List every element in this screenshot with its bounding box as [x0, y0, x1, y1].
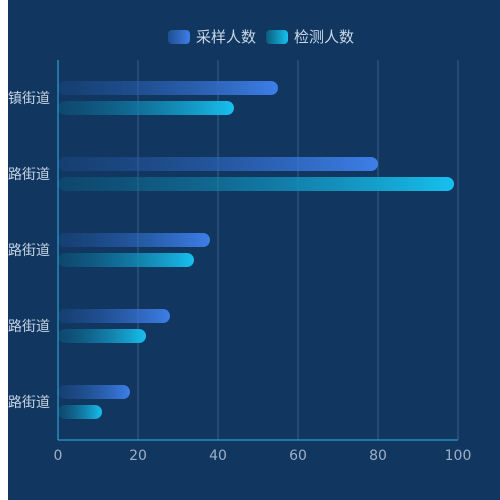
grid-lines: [137, 60, 459, 440]
x-tick-label-20: 20: [129, 448, 147, 464]
bar-series1-cat4[interactable]: [58, 309, 170, 323]
bar-series1-cat5[interactable]: [58, 385, 130, 399]
y-category-label-5: 路街道: [8, 395, 50, 411]
axes: [57, 60, 458, 441]
bar-series1-cat2[interactable]: [58, 157, 378, 171]
legend-label-testing: 检测人数: [294, 28, 355, 46]
y-category-label-2: 路街道: [8, 167, 50, 183]
bar-series2-cat1[interactable]: [58, 101, 234, 115]
y-category-label-4: 路街道: [8, 319, 50, 335]
legend-label-sampling: 采样人数: [196, 28, 257, 46]
bars: [58, 81, 454, 419]
legend: 采样人数 检测人数: [168, 26, 354, 48]
bar-series1-cat3[interactable]: [58, 233, 210, 247]
x-tick-label-80: 80: [369, 448, 387, 464]
legend-item-sampling[interactable]: 采样人数: [168, 26, 256, 48]
bar-series2-cat2[interactable]: [58, 177, 454, 191]
y-category-label-3: 路街道: [8, 243, 50, 259]
y-category-label-1: 镇街道: [8, 91, 50, 107]
bar-series1-cat1[interactable]: [58, 81, 278, 95]
x-tick-label-0: 0: [54, 448, 63, 464]
x-tick-label-60: 60: [289, 448, 307, 464]
legend-item-testing[interactable]: 检测人数: [266, 26, 354, 48]
legend-swatch-sampling: [168, 30, 190, 44]
bar-series2-cat4[interactable]: [58, 329, 146, 343]
bar-series2-cat3[interactable]: [58, 253, 194, 267]
chart-panel: 采样人数 检测人数 0 20 40 60 80 100 镇街道 路街道 路街道 路街道 路街道: [8, 0, 500, 500]
x-tick-label-100: 100: [445, 448, 472, 464]
x-tick-label-40: 40: [209, 448, 227, 464]
legend-swatch-testing: [266, 30, 289, 44]
bar-series2-cat5[interactable]: [58, 405, 102, 419]
